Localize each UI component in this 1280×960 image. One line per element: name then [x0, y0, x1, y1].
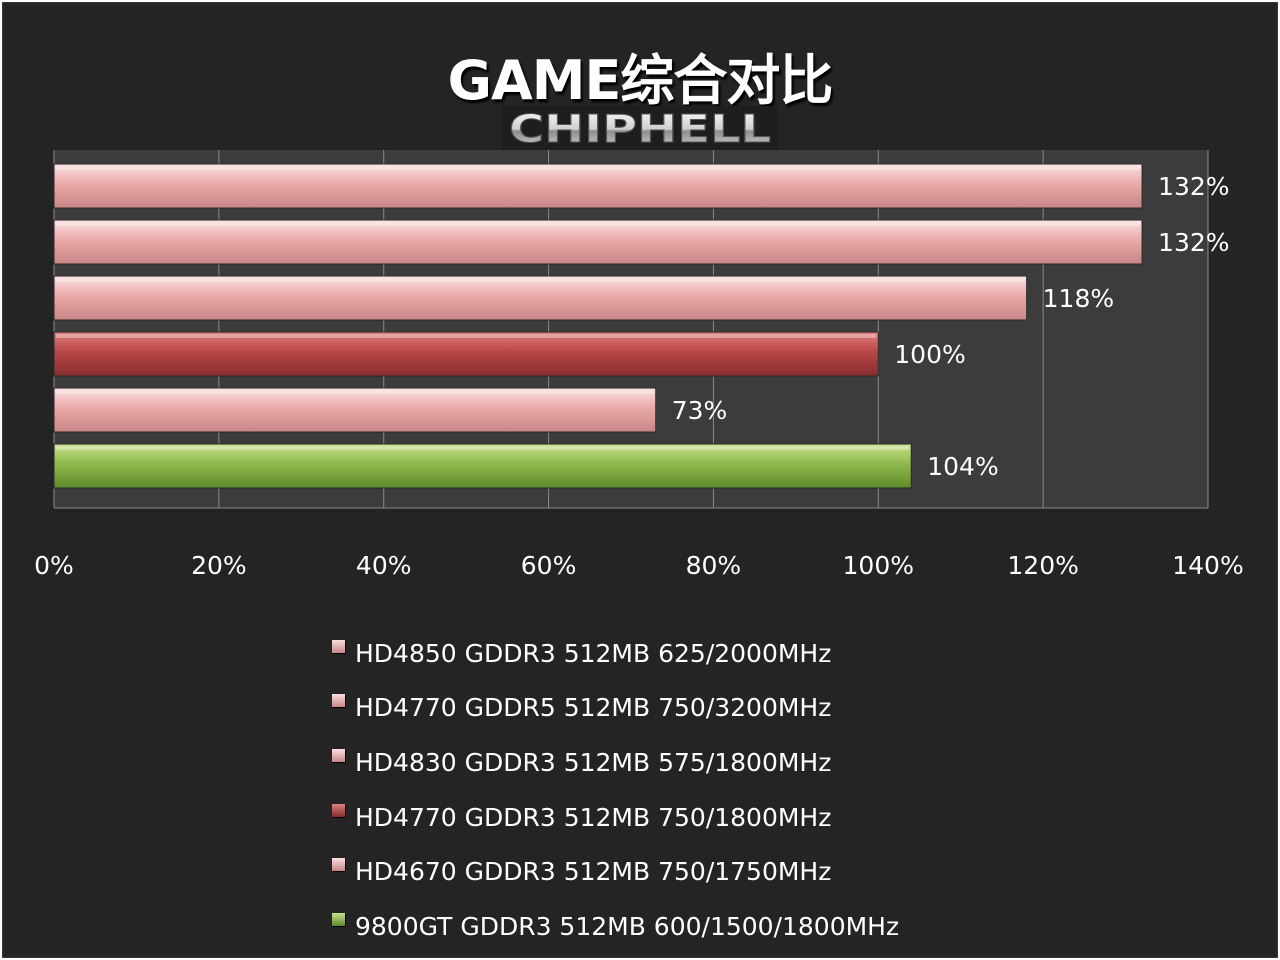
x-tick-label: 20% [191, 551, 247, 580]
legend-item: HD4770 GDDR3 512MB 750/1800MHz [332, 790, 899, 845]
bar-highlight [56, 166, 1141, 170]
legend-label: HD4670 GDDR3 512MB 750/1750MHz [355, 857, 832, 887]
bar-value-label: 132% [1158, 228, 1229, 257]
chiphell-watermark-logo: CHIPHELL [502, 106, 778, 152]
x-tick-label: 80% [686, 551, 742, 580]
x-tick-label: 60% [521, 551, 577, 580]
legend-swatch [332, 858, 345, 872]
bar-0 [53, 163, 1143, 209]
x-tick-label: 0% [34, 551, 74, 580]
x-tick-label: 140% [1172, 551, 1243, 580]
legend-label: 9800GT GDDR3 512MB 600/1500/1800MHz [355, 911, 900, 941]
bar-highlight [56, 446, 910, 450]
bar-value-label: 118% [1043, 284, 1114, 313]
bar-2 [53, 275, 1028, 321]
bar-highlight [56, 390, 654, 394]
legend: HD4850 GDDR3 512MB 625/2000MHz HD4770 GDD… [332, 626, 899, 954]
bar-1 [53, 219, 1143, 265]
legend-item: 9800GT GDDR3 512MB 600/1500/1800MHz [332, 899, 899, 954]
x-tick-label: 40% [356, 551, 412, 580]
legend-swatch [332, 694, 345, 708]
legend-item: HD4770 GDDR5 512MB 750/3200MHz [332, 681, 899, 736]
legend-label: HD4770 GDDR3 512MB 750/1800MHz [355, 802, 832, 832]
bar-highlight [56, 278, 1025, 282]
bar-value-label: 104% [927, 452, 998, 481]
legend-label: HD4850 GDDR3 512MB 625/2000MHz [355, 638, 832, 668]
legend-item: HD4850 GDDR3 512MB 625/2000MHz [332, 626, 899, 681]
x-tick-label: 100% [843, 551, 914, 580]
bar-4 [53, 387, 657, 433]
bar-3 [53, 331, 879, 377]
legend-swatch [332, 912, 345, 926]
legend-item: HD4670 GDDR3 512MB 750/1750MHz [332, 844, 899, 899]
legend-swatch [332, 748, 345, 762]
legend-swatch [332, 639, 345, 653]
bar-highlight [56, 334, 877, 338]
bar-value-label: 100% [894, 340, 965, 369]
legend-label: HD4770 GDDR5 512MB 750/3200MHz [355, 693, 832, 723]
legend-swatch [332, 803, 345, 817]
legend-item: HD4830 GDDR3 512MB 575/1800MHz [332, 735, 899, 790]
bar-highlight [56, 222, 1141, 226]
legend-label: HD4830 GDDR3 512MB 575/1800MHz [355, 747, 832, 777]
x-tick-label: 120% [1007, 551, 1078, 580]
bar-value-label: 73% [672, 396, 728, 425]
bar-5 [53, 443, 912, 489]
chart-title: GAME综合对比 [447, 49, 834, 112]
bar-value-label: 132% [1158, 172, 1229, 201]
watermark-text: CHIPHELL [509, 107, 771, 151]
